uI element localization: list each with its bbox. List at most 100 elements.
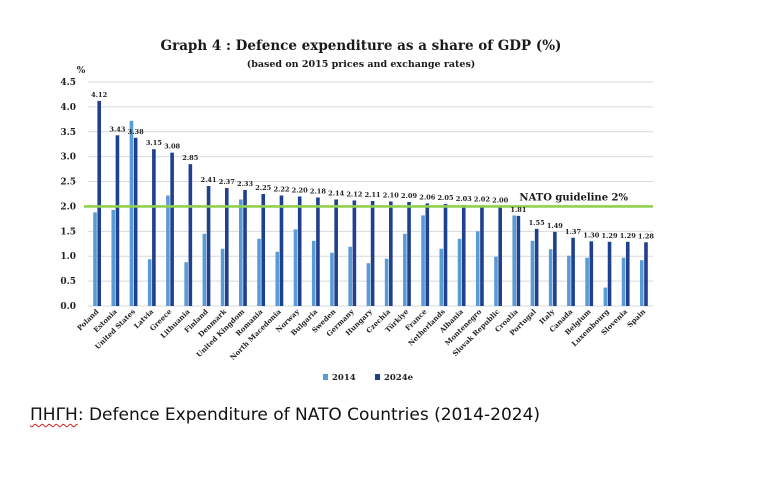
- bar-2014-slovak-republic: [494, 256, 498, 306]
- source-prefix: ΠΗΓΗ: [30, 405, 78, 425]
- legend-label-2014: 2014: [332, 373, 356, 383]
- bar-2014-montenegro: [475, 231, 480, 306]
- bar-2024e-spain: [644, 242, 648, 306]
- data-label-2024e: 1.55: [529, 219, 545, 227]
- data-label-2024e: 2.85: [182, 154, 198, 162]
- bar-2024e-portugal: [534, 228, 539, 306]
- bar-2014-czechia: [384, 258, 389, 306]
- bar-2024e-poland: [97, 100, 102, 306]
- bar-2024e-denmark: [224, 188, 229, 306]
- bar-2024e-lithuania: [188, 164, 193, 306]
- data-label-2024e: 2.02: [474, 195, 490, 203]
- bar-2014-romania: [257, 238, 261, 306]
- bar-2014-estonia: [111, 209, 116, 306]
- bar-2024e-united-states: [133, 137, 138, 306]
- bar-2014-hungary: [366, 263, 371, 306]
- y-tick-label: 2.5: [60, 178, 76, 188]
- y-tick-label: 3.0: [60, 153, 76, 163]
- bar-2024e-sweden: [334, 199, 338, 306]
- data-label-2024e: 2.37: [219, 178, 235, 186]
- y-axis-ticks: 0.0 0.5 1.0 1.5 2.0 2.5 3.0 3.5 4.0 4.5: [60, 78, 76, 312]
- data-label-2024e: 1.28: [638, 232, 654, 240]
- chart-title: Graph 4 : Defence expenditure as a share…: [161, 38, 562, 54]
- bar-2024e-romania: [261, 194, 266, 306]
- bar-2014-albania: [457, 238, 462, 306]
- data-label-2024e: 2.18: [310, 187, 326, 195]
- data-label-2024e: 2.41: [201, 176, 217, 184]
- data-label-2024e: 1.29: [620, 232, 636, 240]
- bar-2014-luxembourg: [603, 287, 608, 306]
- bar-2014-poland: [93, 212, 97, 306]
- data-labels: 4.12 3.43 3.383.15 3.082.85 2.41 2.37 2.33 2.25…: [91, 91, 654, 240]
- data-label-2024e: 2.03: [456, 195, 472, 203]
- y-tick-label: 1.0: [60, 252, 76, 262]
- bar-2024e-north-macedonia: [279, 195, 284, 306]
- bar-2024e-albania: [461, 204, 466, 306]
- bar-2014-belgium: [585, 257, 589, 306]
- legend: 2014 2024e: [323, 373, 414, 383]
- bar-2014-sweden: [330, 252, 334, 306]
- bar-2014-united-states: [129, 120, 134, 307]
- x-tick-label: Spain: [625, 307, 647, 329]
- y-tick-label: 4.5: [60, 78, 76, 88]
- bar-2024e-finland: [206, 186, 211, 306]
- bar-2014-slovenia: [621, 257, 626, 306]
- y-tick-label: 2.0: [60, 202, 76, 212]
- data-label-2024e: 3.08: [164, 143, 180, 151]
- data-label-2024e: 2.25: [255, 184, 271, 192]
- source-text: : Defence Expenditure of NATO Countries …: [77, 405, 541, 425]
- data-label-2024e: 2.05: [437, 194, 453, 202]
- bar-2024e-t-rkiye: [407, 201, 411, 306]
- data-label-2024e: 3.38: [128, 128, 144, 136]
- bar-2014-germany: [348, 246, 352, 306]
- y-tick-label: 3.5: [60, 128, 76, 138]
- bar-2014-france: [421, 215, 425, 306]
- guideline-label: NATO guideline 2%: [519, 192, 628, 203]
- bar-2024e-united-kingdom: [243, 190, 247, 306]
- data-label-2024e: 1.29: [602, 232, 618, 240]
- bar-2014-norway: [293, 229, 298, 306]
- bar-2014-lithuania: [184, 262, 188, 306]
- data-label-2024e: 1.30: [583, 231, 599, 239]
- bar-2024e-slovenia: [625, 241, 630, 306]
- bar-2024e-norway: [297, 196, 302, 306]
- bar-2024e-latvia: [152, 149, 156, 306]
- defence-expenditure-chart: Graph 4 : Defence expenditure as a share…: [60, 38, 654, 383]
- bar-2014-finland: [202, 233, 207, 306]
- bar-2024e-germany: [352, 200, 357, 306]
- bar-2024e-belgium: [589, 241, 594, 306]
- bar-2024e-luxembourg: [607, 241, 612, 306]
- data-label-2024e: 2.06: [419, 193, 435, 201]
- data-label-2024e: 2.00: [492, 196, 508, 204]
- bar-2024e-netherlands: [443, 203, 448, 306]
- bar-2014-portugal: [530, 240, 535, 306]
- data-label-2024e: 1.49: [547, 222, 563, 230]
- chart-subtitle: (based on 2015 prices and exchange rates…: [247, 59, 476, 70]
- bar-2024e-slovak-republic: [498, 206, 502, 306]
- y-tick-label: 0.0: [60, 302, 76, 312]
- legend-swatch-2014: [323, 374, 328, 380]
- bar-2024e-croatia: [516, 215, 521, 306]
- data-label-2024e: 2.09: [401, 192, 417, 200]
- bar-2024e-canada: [571, 237, 575, 306]
- data-label-2024e: 2.33: [237, 180, 253, 188]
- bar-2014-latvia: [147, 259, 152, 306]
- bar-2024e-montenegro: [480, 205, 484, 306]
- bar-2014-bulgaria: [311, 240, 316, 306]
- y-tick-label: 4.0: [60, 103, 76, 113]
- bar-2024e-bulgaria: [316, 197, 320, 306]
- bars: [93, 100, 648, 307]
- bar-2014-t-rkiye: [403, 233, 407, 306]
- bar-2014-greece: [166, 195, 170, 306]
- y-tick-label: 1.5: [60, 227, 76, 237]
- source-note: ΠΗΓΗ: Defence Expenditure of NATO Countr…: [30, 405, 540, 425]
- data-label-2024e: 2.12: [346, 190, 362, 198]
- legend-swatch-2024e: [375, 374, 380, 380]
- data-label-2024e: 3.43: [109, 125, 125, 133]
- data-label-2024e: 2.14: [328, 189, 344, 197]
- data-label-2024e: 2.10: [383, 191, 399, 199]
- bar-2024e-france: [425, 203, 430, 306]
- data-label-2024e: 3.15: [146, 139, 162, 147]
- y-tick-label: 0.5: [60, 277, 76, 287]
